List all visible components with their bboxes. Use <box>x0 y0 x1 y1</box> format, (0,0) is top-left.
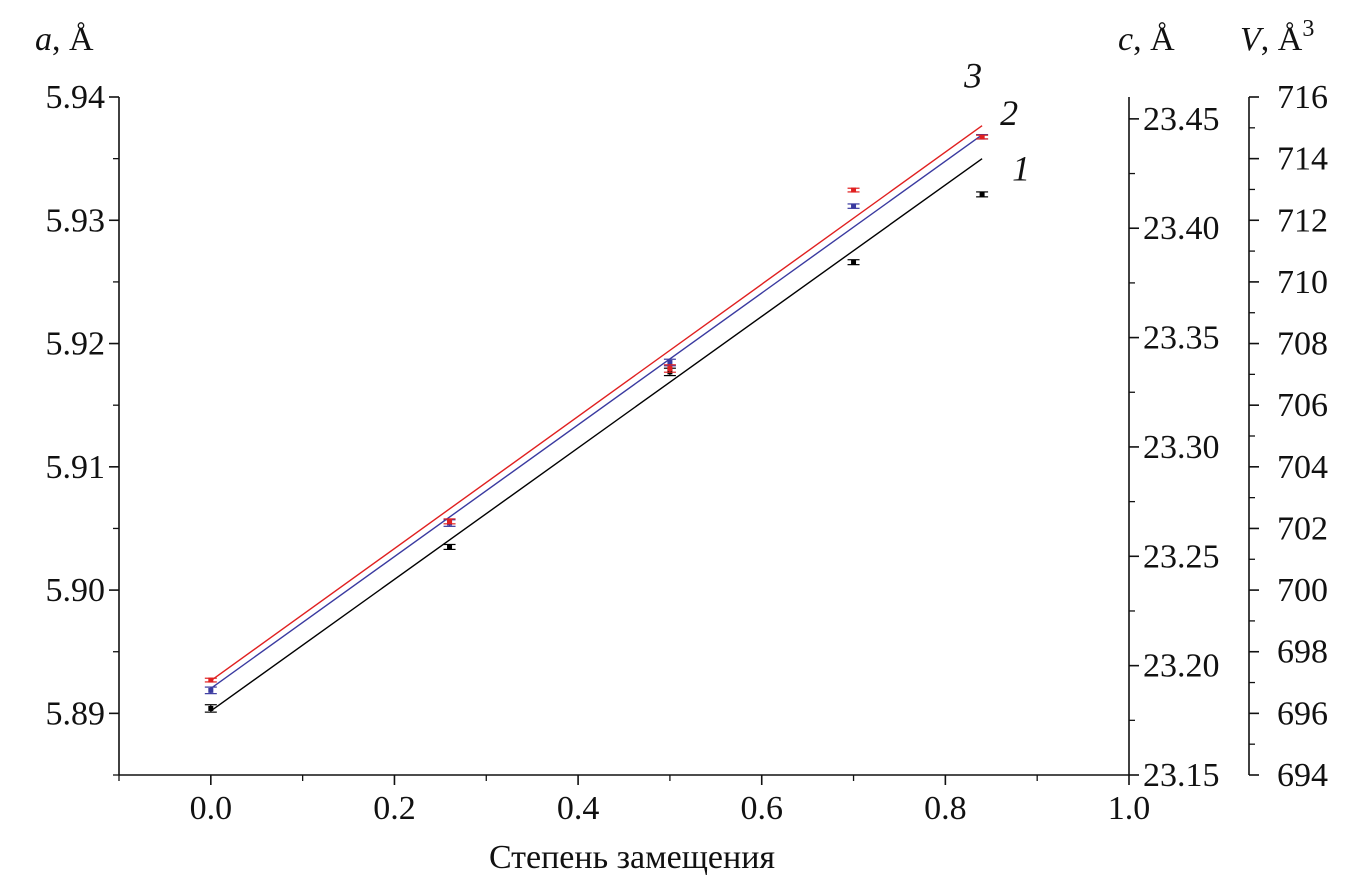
v-tick-label: 698 <box>1277 634 1328 671</box>
point-marker <box>851 203 857 209</box>
v-tick-label: 696 <box>1277 695 1328 732</box>
c-tick-label: 23.30 <box>1143 429 1220 466</box>
c-tick-label: 23.40 <box>1143 210 1220 247</box>
v-tick-label: 694 <box>1277 757 1328 794</box>
data-point-series-1 <box>204 704 217 713</box>
point-marker <box>851 187 857 193</box>
x-tick-label: 0.0 <box>190 790 233 827</box>
c-tick-label: 23.15 <box>1143 757 1220 794</box>
a-tick-label: 5.91 <box>46 449 106 486</box>
a-tick-label: 5.92 <box>46 326 106 363</box>
data-point-series-3 <box>847 187 860 193</box>
x-tick-label: 0.2 <box>373 790 416 827</box>
fit-line-series-1 <box>210 158 983 712</box>
c-tick-label: 23.35 <box>1143 320 1220 357</box>
point-marker <box>208 705 214 711</box>
v-axis-title: V, Å3 <box>1240 16 1314 58</box>
x-tick-label: 0.6 <box>740 790 783 827</box>
data-points <box>204 134 989 713</box>
point-marker <box>667 366 673 372</box>
point-marker <box>979 134 985 140</box>
c-axis-title: c, Å <box>1118 21 1175 58</box>
x-axis-title: Степень замещения <box>489 839 775 876</box>
fit-line-series-3 <box>210 125 983 682</box>
v-tick-label: 702 <box>1277 510 1328 547</box>
a-tick-label: 5.94 <box>46 79 106 116</box>
fit-lines <box>210 125 983 712</box>
point-marker <box>979 191 985 197</box>
x-tick-label: 0.8 <box>924 790 967 827</box>
c-tick-label: 23.45 <box>1143 101 1220 138</box>
v-tick-label: 708 <box>1277 326 1328 363</box>
series-label-3: 3 <box>963 56 982 96</box>
v-tick-label: 706 <box>1277 387 1328 424</box>
data-point-series-3 <box>204 677 217 683</box>
series-label-2: 2 <box>1000 93 1018 133</box>
data-point-series-2 <box>204 686 217 695</box>
data-point-series-1 <box>976 191 989 198</box>
data-point-series-2 <box>847 203 860 209</box>
c-tick-label: 23.25 <box>1143 538 1220 575</box>
point-marker <box>447 518 453 524</box>
v-tick-label: 712 <box>1277 202 1328 239</box>
point-marker <box>208 687 214 693</box>
series-label-1: 1 <box>1012 149 1030 189</box>
v-tick-label: 704 <box>1277 449 1328 486</box>
point-marker <box>447 544 453 550</box>
v-tick-label: 710 <box>1277 264 1328 301</box>
data-point-series-1 <box>847 259 860 266</box>
data-point-series-3 <box>663 364 676 373</box>
a-tick-label: 5.93 <box>46 202 106 239</box>
v-tick-label: 716 <box>1277 79 1328 116</box>
data-point-series-3 <box>976 134 989 140</box>
point-marker <box>208 677 214 683</box>
a-tick-label: 5.89 <box>46 695 106 732</box>
v-tick-label: 714 <box>1277 141 1328 178</box>
data-point-series-1 <box>443 543 456 551</box>
c-tick-label: 23.20 <box>1143 648 1220 685</box>
v-tick-label: 700 <box>1277 572 1328 609</box>
point-marker <box>667 360 673 366</box>
fit-line-series-2 <box>210 134 983 689</box>
a-tick-label: 5.90 <box>46 572 106 609</box>
x-tick-label: 1.0 <box>1108 790 1151 827</box>
data-point-series-3 <box>443 518 456 525</box>
a-axis-title: a, Å <box>35 21 94 58</box>
axes: 0.0 0.2 0.4 0.6 0.8 1.0 5.89 5.90 5.91 5.92 5.93 5.… <box>46 56 1329 827</box>
point-marker <box>851 259 857 265</box>
x-tick-label: 0.4 <box>557 790 600 827</box>
